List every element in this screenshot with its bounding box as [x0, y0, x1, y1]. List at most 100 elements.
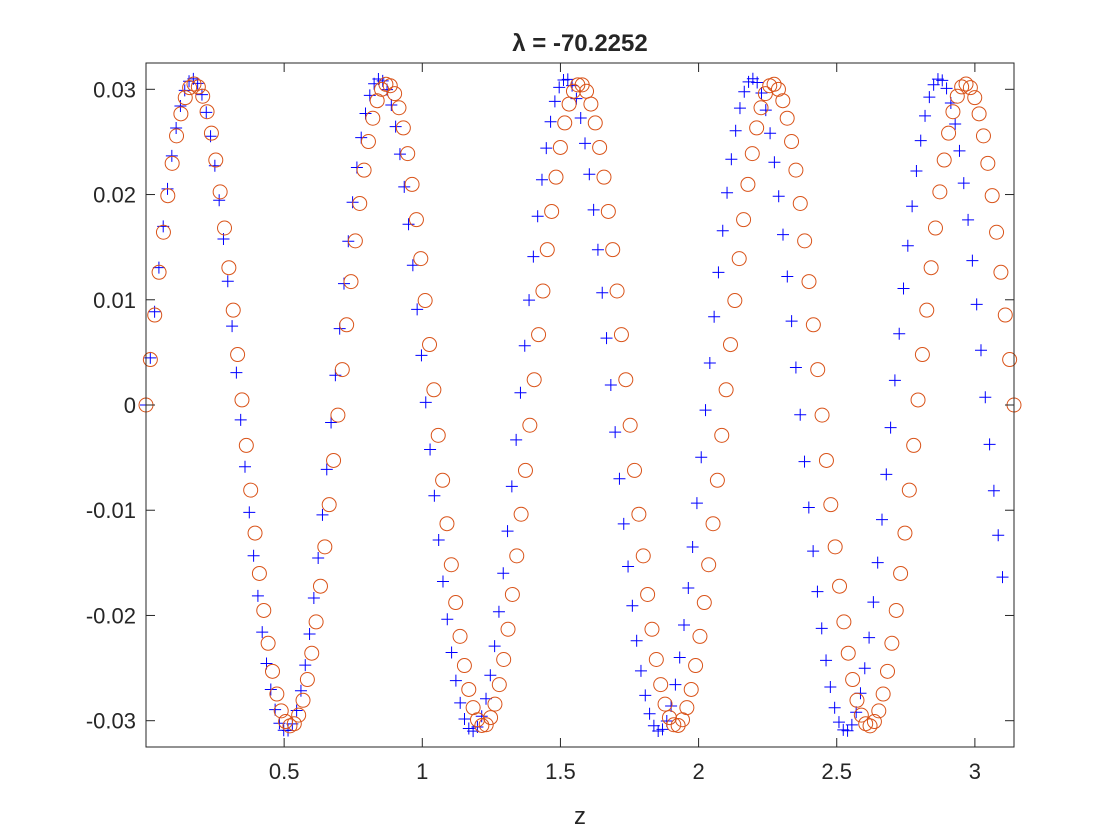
plus-marker	[966, 254, 979, 267]
plus-marker	[195, 88, 208, 101]
plus-marker	[596, 286, 609, 299]
plus-marker	[987, 484, 1000, 497]
plus-marker	[777, 228, 790, 241]
plus-marker	[940, 82, 953, 95]
circle-marker	[483, 710, 499, 726]
plus-marker	[402, 218, 415, 231]
plus-marker	[699, 404, 712, 417]
circle-marker	[142, 352, 158, 368]
circle-marker	[500, 621, 516, 637]
circle-marker	[147, 307, 163, 323]
circle-marker	[609, 283, 625, 299]
plus-marker	[979, 391, 992, 404]
plus-marker	[497, 567, 510, 580]
circle-marker	[657, 696, 673, 712]
circle-marker	[640, 586, 656, 602]
circle-marker	[160, 188, 176, 204]
circle-marker	[683, 681, 699, 697]
circle-marker	[849, 692, 865, 708]
series-orange-circle	[138, 76, 1022, 734]
circle-marker	[853, 707, 869, 723]
circle-marker	[884, 635, 900, 651]
plus-marker	[970, 298, 983, 311]
circle-marker	[208, 152, 224, 168]
circle-marker	[814, 407, 830, 423]
circle-marker	[631, 506, 647, 522]
plus-marker	[772, 190, 785, 203]
circle-marker	[182, 80, 198, 96]
plus-marker	[962, 213, 975, 226]
plus-marker	[721, 186, 734, 199]
circle-marker	[535, 283, 551, 299]
circle-marker	[744, 146, 760, 162]
circle-marker	[478, 717, 494, 733]
circle-marker	[312, 578, 328, 594]
plus-marker	[458, 712, 471, 725]
circle-marker	[526, 372, 542, 388]
circle-marker	[347, 233, 363, 249]
plus-marker	[626, 599, 639, 612]
plus-marker	[639, 689, 652, 702]
circle-marker	[971, 106, 987, 122]
circle-marker	[169, 128, 185, 144]
circle-marker	[862, 718, 878, 734]
circle-marker	[797, 233, 813, 249]
circle-marker	[583, 96, 599, 112]
circle-marker	[718, 382, 734, 398]
circle-marker	[897, 525, 913, 541]
circle-marker	[400, 146, 416, 162]
plus-marker	[587, 203, 600, 216]
plus-marker	[213, 194, 226, 207]
circle-marker	[600, 203, 616, 219]
circle-marker	[919, 302, 935, 318]
circle-marker	[705, 516, 721, 532]
circle-marker	[792, 195, 808, 211]
plus-marker	[234, 413, 247, 426]
circle-marker	[430, 427, 446, 443]
plus-marker	[910, 165, 923, 178]
plus-marker	[604, 378, 617, 391]
plus-marker	[824, 680, 837, 693]
circle-marker	[666, 717, 682, 733]
plus-marker	[738, 85, 751, 98]
plus-marker	[247, 549, 260, 562]
plus-marker	[957, 177, 970, 190]
circle-marker	[491, 677, 507, 693]
circle-marker	[661, 710, 677, 726]
circle-marker	[605, 242, 621, 258]
y-tick-label: -0.03	[86, 709, 136, 734]
circle-marker	[613, 327, 629, 343]
circle-marker	[936, 152, 952, 168]
plus-marker	[307, 592, 320, 604]
plus-marker	[299, 659, 312, 672]
circle-marker	[260, 635, 276, 651]
x-axis-label: z	[574, 803, 586, 830]
plus-marker	[574, 111, 587, 124]
plus-marker	[505, 480, 518, 493]
plus-marker	[561, 73, 574, 86]
circle-marker	[203, 125, 219, 141]
circle-marker	[513, 506, 529, 522]
plus-marker	[764, 127, 777, 140]
circle-marker	[234, 392, 250, 408]
plus-marker	[583, 168, 596, 181]
circle-marker	[670, 717, 686, 733]
plus-marker	[398, 180, 411, 193]
plus-marker	[406, 259, 419, 272]
circle-marker	[186, 76, 202, 92]
plus-marker	[992, 529, 1005, 542]
chart-title: λ = -70.2252	[512, 30, 647, 57]
plus-marker	[264, 683, 277, 696]
plus-marker	[880, 468, 893, 481]
plus-marker	[527, 250, 540, 263]
plus-marker	[888, 374, 901, 387]
plus-marker	[170, 122, 183, 135]
circle-marker	[954, 79, 970, 95]
plus-marker	[914, 134, 927, 147]
plus-marker	[656, 723, 669, 736]
plus-marker	[518, 339, 531, 352]
plus-marker	[320, 463, 333, 476]
plus-marker	[768, 156, 781, 169]
plus-marker	[893, 327, 906, 340]
plus-marker	[492, 605, 505, 618]
